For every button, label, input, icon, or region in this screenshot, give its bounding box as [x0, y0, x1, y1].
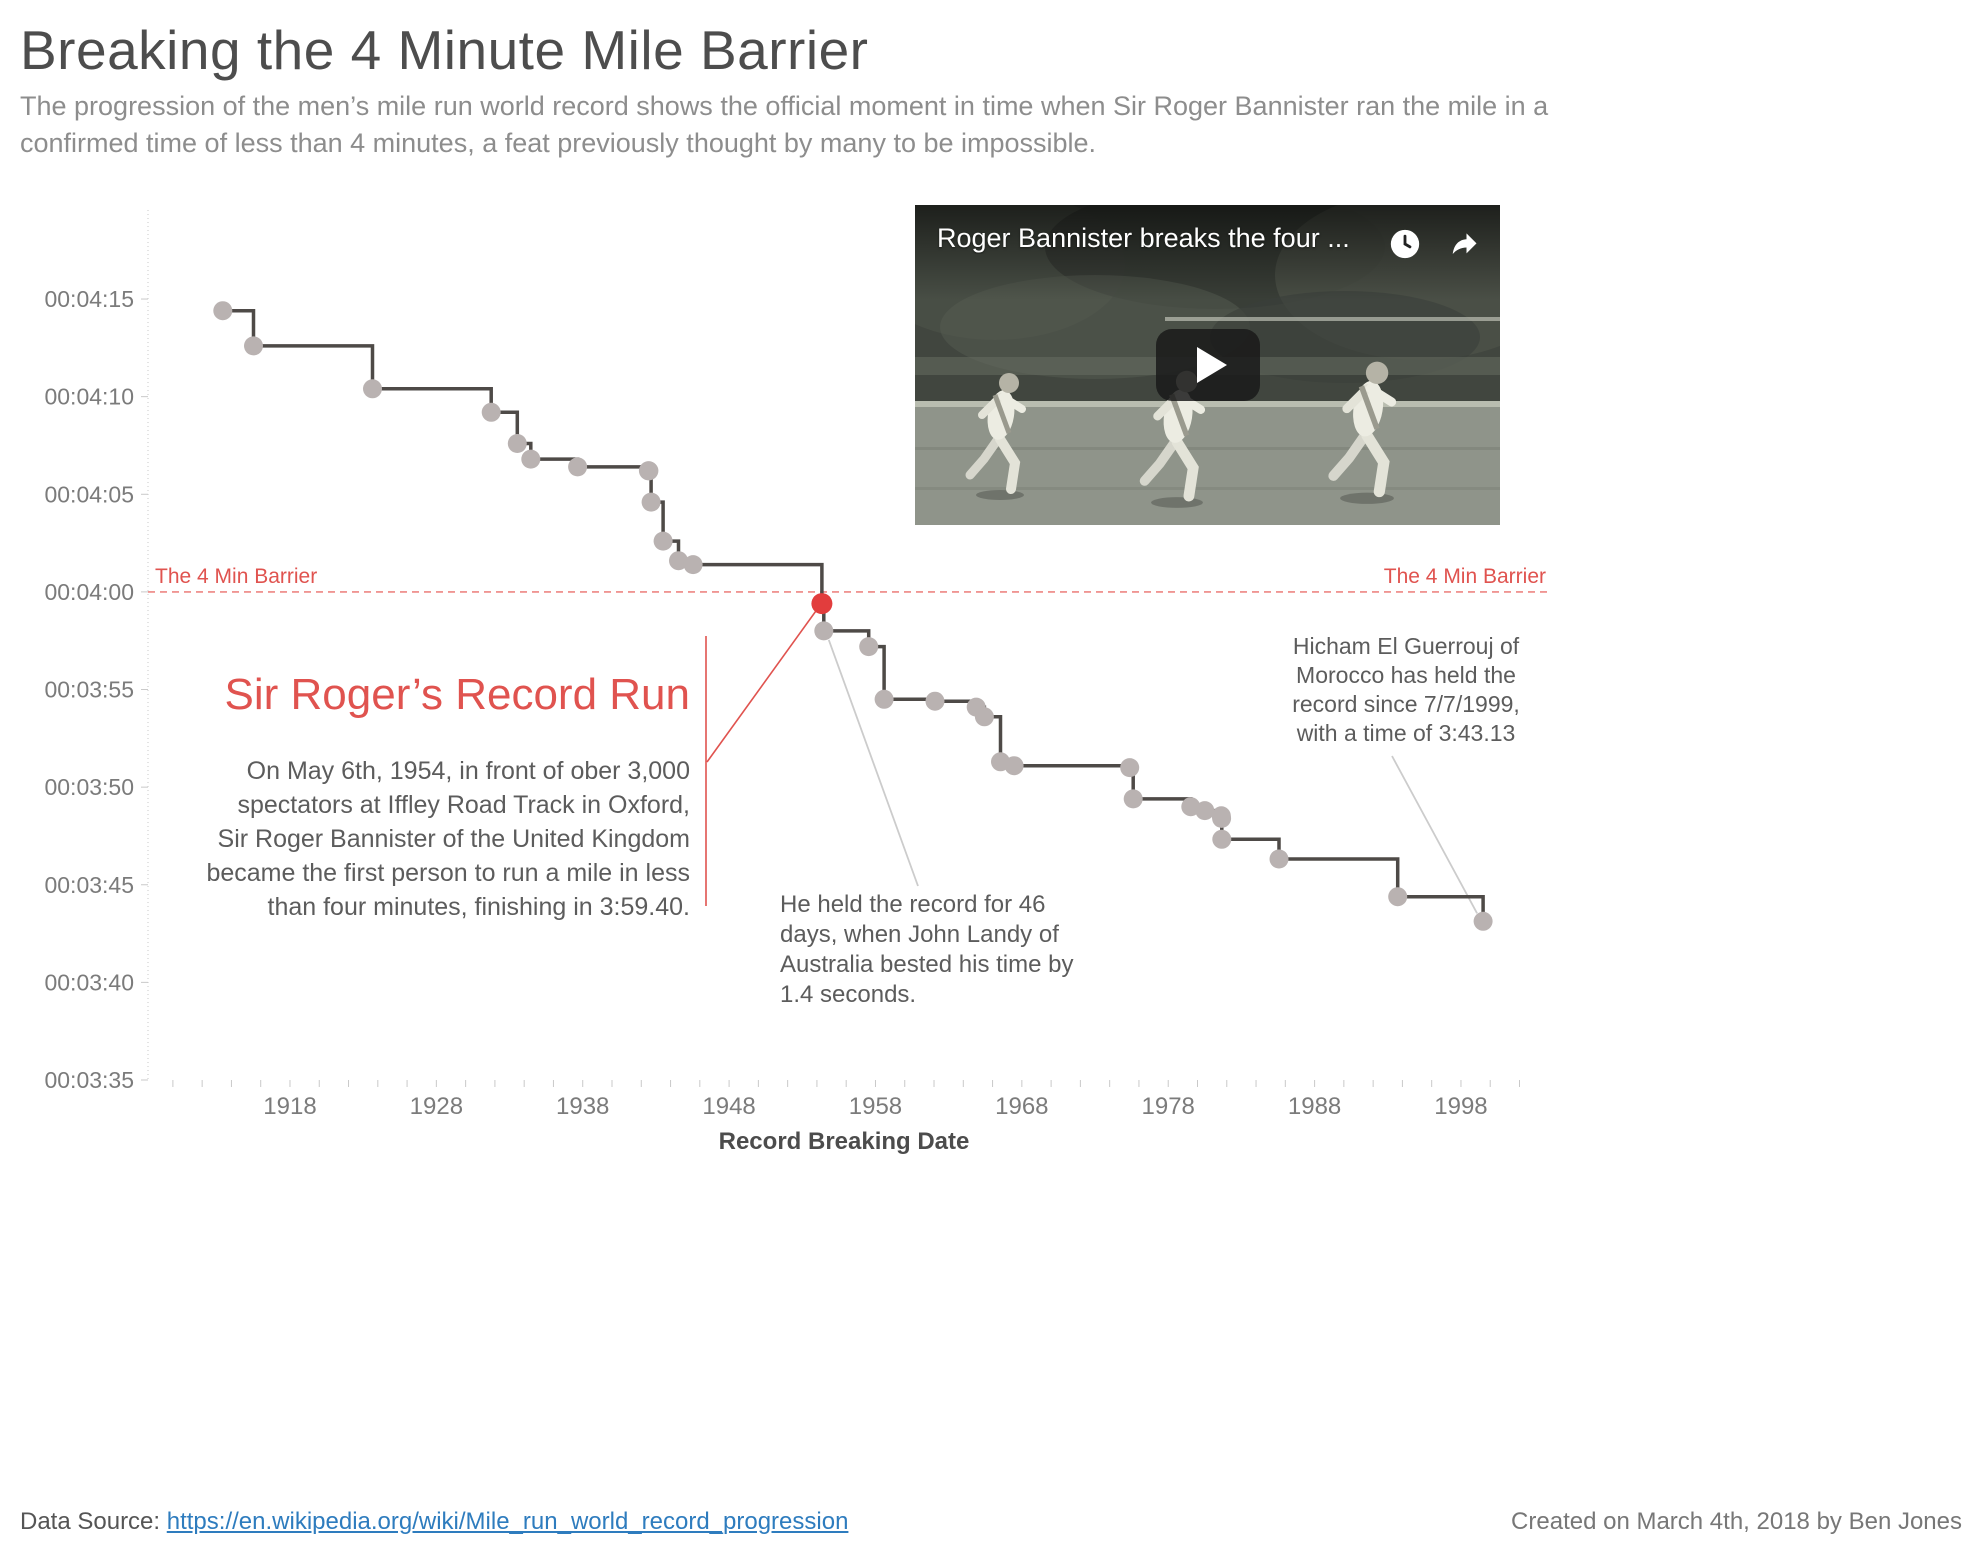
record-point[interactable] [874, 689, 894, 709]
x-tick-label: 1918 [263, 1093, 316, 1120]
record-point[interactable] [974, 707, 994, 727]
data-source-label: Data Source: [20, 1508, 167, 1535]
record-point[interactable] [1269, 849, 1289, 869]
x-tick-label: 1988 [1288, 1093, 1341, 1120]
record-point[interactable] [653, 531, 673, 551]
bannister-connector-line [706, 609, 818, 763]
y-tick-label: 00:03:40 [44, 969, 134, 995]
y-tick-label: 00:03:50 [44, 774, 134, 800]
youtube-video-player[interactable]: Roger Bannister breaks the four ... [915, 205, 1500, 525]
record-point[interactable] [1212, 808, 1232, 828]
record-point[interactable] [814, 621, 834, 641]
x-tick-label: 1928 [410, 1093, 463, 1120]
guerrouj-connector-line [1391, 755, 1478, 914]
record-point[interactable] [925, 691, 945, 711]
x-axis-title: Record Breaking Date [718, 1128, 970, 1155]
x-tick-label: 1978 [1142, 1093, 1195, 1120]
y-tick-label: 00:04:15 [44, 286, 134, 312]
record-point[interactable] [521, 449, 541, 469]
record-point[interactable] [1195, 801, 1215, 821]
credit: Created on March 4th, 2018 by Ben Jones [1511, 1508, 1962, 1535]
data-source: Data Source: https://en.wikipedia.org/wi… [20, 1508, 848, 1536]
x-tick-label: 1998 [1434, 1093, 1487, 1120]
rail-line [1165, 317, 1500, 321]
x-tick-label: 1968 [995, 1093, 1048, 1120]
play-button[interactable] [1155, 329, 1260, 401]
video-actions [1388, 227, 1482, 261]
record-point[interactable] [1120, 758, 1140, 778]
video-title: Roger Bannister breaks the four ... [937, 223, 1350, 253]
x-tick-label: 1948 [702, 1093, 755, 1120]
page-title: Breaking the 4 Minute Mile Barrier [20, 19, 869, 81]
record-point[interactable] [363, 379, 382, 399]
annotation-bannister-body: On May 6th, 1954, in front of ober 3,000… [206, 757, 690, 921]
record-point[interactable] [244, 336, 263, 356]
y-tick-label: 00:03:55 [44, 677, 134, 703]
landy-connector-line [827, 639, 919, 887]
record-point[interactable] [1388, 887, 1408, 907]
record-point[interactable] [641, 492, 661, 512]
record-point[interactable] [1212, 829, 1232, 849]
annotation-bannister: Sir Roger’s Record Run On May 6th, 1954,… [168, 652, 690, 942]
annotation-guerrouj: Hicham El Guerrouj of Morocco has held t… [1292, 633, 1520, 746]
record-point[interactable] [1123, 789, 1143, 809]
record-point[interactable] [683, 555, 703, 575]
record-point[interactable] [1473, 911, 1493, 931]
barrier-label-left: The 4 Min Barrier [155, 565, 317, 588]
barrier-label-right: The 4 Min Barrier [1384, 565, 1546, 588]
watch-later-icon[interactable] [1388, 227, 1422, 261]
footer: Data Source: https://en.wikipedia.org/wi… [20, 1508, 1962, 1536]
data-source-link[interactable]: https://en.wikipedia.org/wiki/Mile_run_w… [166, 1508, 849, 1535]
record-point[interactable] [859, 637, 879, 657]
y-tick-label: 00:04:05 [44, 481, 134, 507]
share-icon[interactable] [1446, 229, 1482, 259]
y-tick-label: 00:03:45 [44, 872, 134, 898]
bannister-record-point[interactable] [811, 593, 833, 615]
page-subtitle: The progression of the men’s mile run wo… [20, 91, 1549, 158]
record-point[interactable] [669, 551, 688, 571]
x-tick-label: 1938 [556, 1093, 609, 1120]
record-point[interactable] [568, 457, 588, 477]
record-point[interactable] [213, 301, 233, 321]
y-tick-label: 00:03:35 [44, 1067, 134, 1093]
play-icon [1196, 347, 1227, 383]
annotation-bannister-title: Sir Roger’s Record Run [224, 670, 690, 719]
record-point[interactable] [481, 402, 501, 422]
y-tick-label: 00:04:10 [44, 384, 134, 410]
record-point[interactable] [639, 461, 659, 481]
annotation-landy: He held the record for 46 days, when Joh… [780, 891, 1074, 1008]
record-point[interactable] [1004, 756, 1024, 776]
y-tick-label: 00:04:00 [44, 579, 134, 605]
record-point[interactable] [507, 434, 527, 453]
x-tick-label: 1958 [849, 1093, 902, 1120]
